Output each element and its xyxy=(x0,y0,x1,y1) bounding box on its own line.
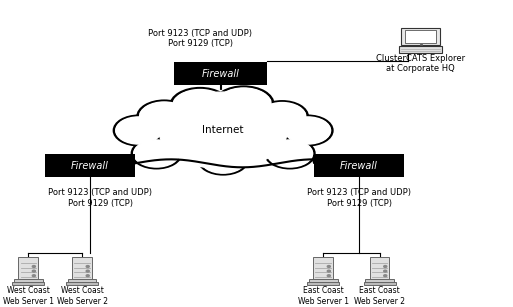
Circle shape xyxy=(170,88,230,124)
Circle shape xyxy=(285,117,330,144)
FancyBboxPatch shape xyxy=(45,154,134,177)
Circle shape xyxy=(156,91,290,170)
Circle shape xyxy=(116,117,161,144)
Circle shape xyxy=(137,101,191,133)
Circle shape xyxy=(86,266,89,267)
FancyBboxPatch shape xyxy=(314,154,404,177)
FancyBboxPatch shape xyxy=(66,282,98,285)
Text: Internet: Internet xyxy=(203,126,244,135)
Circle shape xyxy=(32,266,35,267)
Circle shape xyxy=(140,102,189,131)
FancyBboxPatch shape xyxy=(401,28,440,45)
FancyBboxPatch shape xyxy=(364,282,396,285)
FancyBboxPatch shape xyxy=(399,46,442,53)
Circle shape xyxy=(214,87,273,122)
Circle shape xyxy=(32,270,35,272)
FancyBboxPatch shape xyxy=(72,257,92,279)
FancyBboxPatch shape xyxy=(405,30,436,43)
Text: Firewall: Firewall xyxy=(202,69,240,79)
FancyBboxPatch shape xyxy=(18,257,38,279)
Text: West Coast
Web Server 2: West Coast Web Server 2 xyxy=(56,286,108,306)
Circle shape xyxy=(132,139,181,168)
Text: Port 9123 (TCP and UDP)
Port 9129 (TCP): Port 9123 (TCP and UDP) Port 9129 (TCP) xyxy=(48,188,152,208)
Circle shape xyxy=(199,145,248,174)
FancyBboxPatch shape xyxy=(365,279,394,283)
Circle shape xyxy=(201,146,246,173)
Circle shape xyxy=(114,116,163,145)
Circle shape xyxy=(173,90,227,122)
Circle shape xyxy=(259,103,306,131)
Text: Firewall: Firewall xyxy=(340,161,378,171)
Circle shape xyxy=(327,266,330,267)
Circle shape xyxy=(32,275,35,277)
Text: East Coast
Web Server 1: East Coast Web Server 1 xyxy=(298,286,349,306)
Circle shape xyxy=(256,101,308,132)
FancyBboxPatch shape xyxy=(307,282,339,285)
Circle shape xyxy=(384,270,387,272)
Circle shape xyxy=(134,140,179,167)
Text: Port 9123 (TCP and UDP)
Port 9129 (TCP): Port 9123 (TCP and UDP) Port 9129 (TCP) xyxy=(307,188,411,208)
Circle shape xyxy=(384,266,387,267)
FancyBboxPatch shape xyxy=(313,257,333,279)
FancyBboxPatch shape xyxy=(174,62,267,85)
Text: East Coast
Web Server 2: East Coast Web Server 2 xyxy=(354,286,405,306)
FancyBboxPatch shape xyxy=(14,279,43,283)
Circle shape xyxy=(267,140,312,167)
Circle shape xyxy=(384,275,387,277)
FancyBboxPatch shape xyxy=(68,279,96,283)
Circle shape xyxy=(159,92,287,169)
Circle shape xyxy=(86,270,89,272)
Text: ClusterCATS Explorer
at Corporate HQ: ClusterCATS Explorer at Corporate HQ xyxy=(376,54,465,73)
Circle shape xyxy=(327,270,330,272)
Circle shape xyxy=(283,116,332,145)
Circle shape xyxy=(265,139,314,168)
Circle shape xyxy=(86,275,89,277)
Text: West Coast
Web Server 1: West Coast Web Server 1 xyxy=(3,286,54,306)
FancyBboxPatch shape xyxy=(370,257,389,279)
Circle shape xyxy=(327,275,330,277)
FancyBboxPatch shape xyxy=(309,279,338,283)
Text: Port 9123 (TCP and UDP)
Port 9129 (TCP): Port 9123 (TCP and UDP) Port 9129 (TCP) xyxy=(148,29,252,48)
FancyBboxPatch shape xyxy=(12,282,44,285)
Text: Firewall: Firewall xyxy=(71,161,109,171)
Circle shape xyxy=(216,88,271,121)
